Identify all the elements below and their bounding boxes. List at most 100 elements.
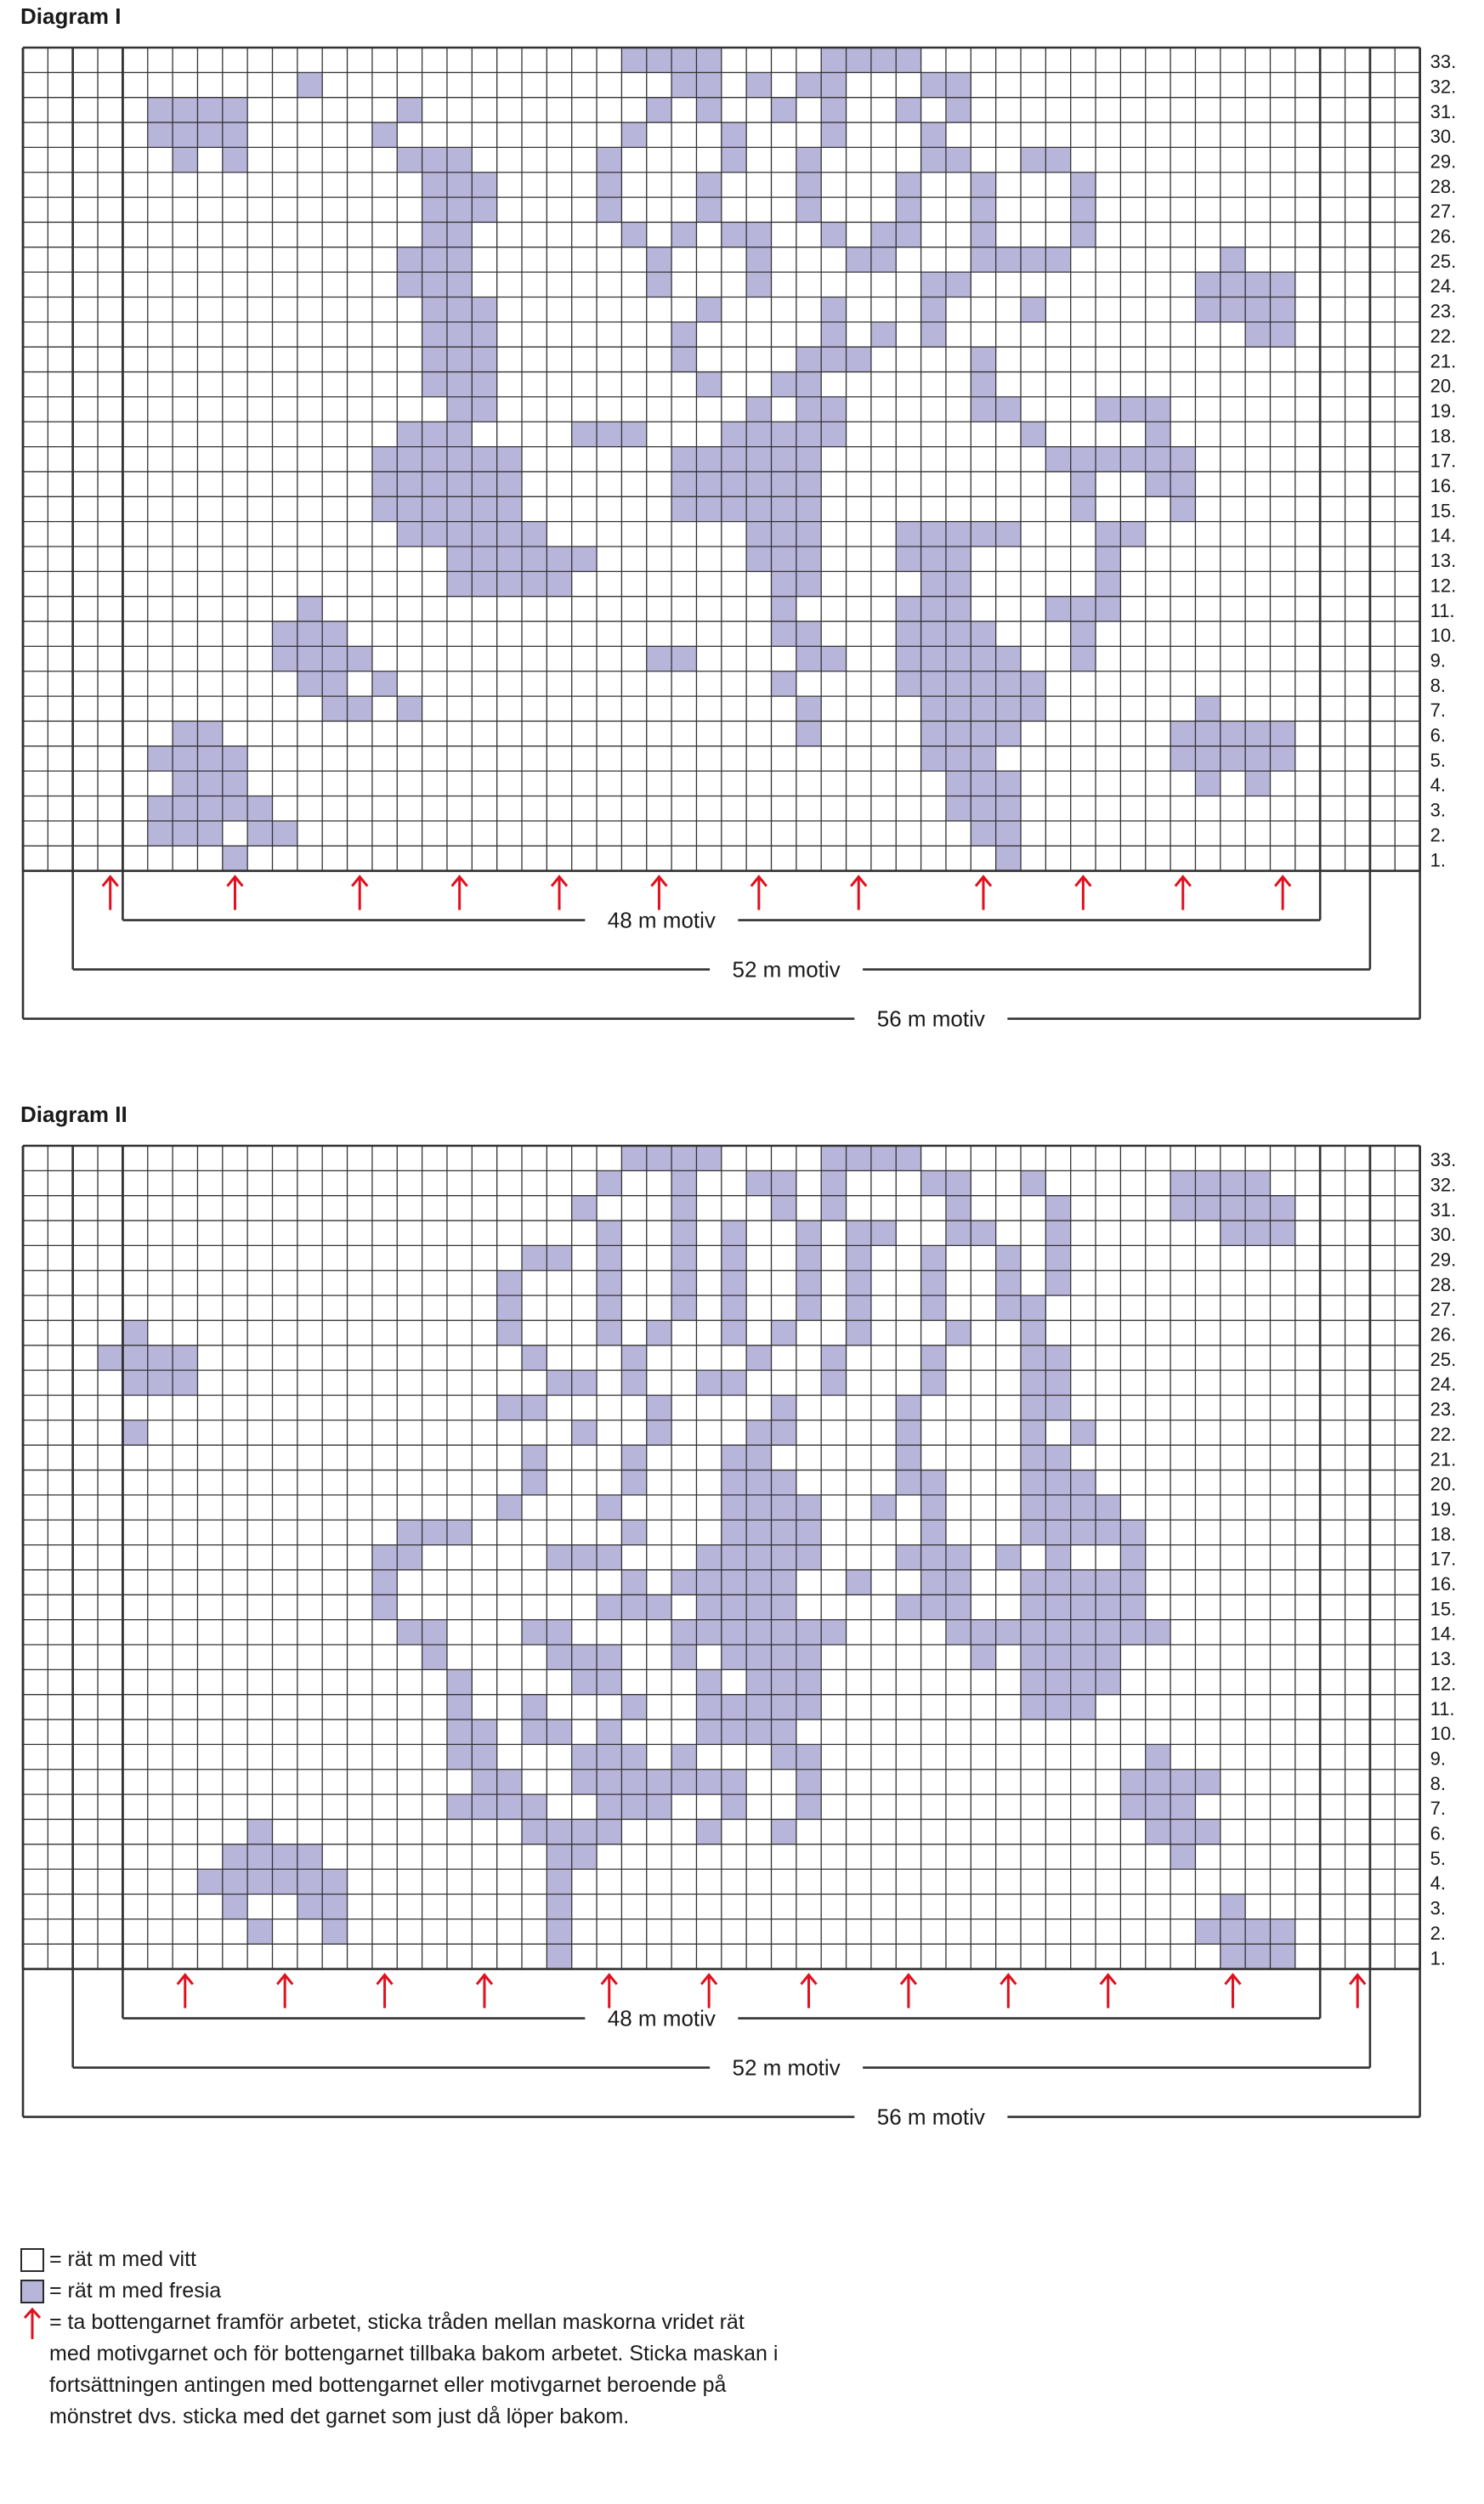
diagram-2-fresia-cell <box>522 1819 547 1844</box>
diagram-2-fresia-cell <box>1021 1370 1046 1396</box>
diagram-1-fresia-cell <box>222 122 248 148</box>
diagram-1-fresia-cell <box>1145 396 1171 422</box>
diagram-1-fresia-cell <box>995 521 1021 547</box>
diagram-1-fresia-cell <box>446 272 473 297</box>
diagram-2-red-arrow-icon <box>1099 1973 1117 2008</box>
diagram-2-fresia-cell <box>796 1645 822 1670</box>
diagram-2-fresia-cell <box>621 1794 647 1820</box>
diagram-1-fresia-cell <box>896 521 921 547</box>
diagram-1-row-number: 31. <box>1430 101 1457 122</box>
diagram-1-fresia-cell <box>920 745 946 772</box>
diagram-1-row-number: 19. <box>1430 400 1457 422</box>
diagram-2-fresia-cell <box>1096 1645 1121 1670</box>
diagram-2-bracket-3 <box>21 1146 1421 2118</box>
diagram-1-fresia-cell <box>422 371 447 397</box>
diagram-1-fresia-cell <box>197 721 223 746</box>
diagram-2-fresia-cell <box>1045 1195 1071 1221</box>
diagram-1-fresia-cell <box>920 696 946 722</box>
diagram-2-fresia-cell <box>771 1195 796 1221</box>
diagram-2-fresia-cell <box>1120 1544 1146 1570</box>
diagram-1-fresia-cell <box>397 422 422 447</box>
diagram-1-fresia-cell <box>1170 471 1196 497</box>
diagram-2-fresia-cell <box>1021 1569 1046 1595</box>
diagram-2-fresia-cell <box>971 1645 996 1670</box>
diagram-2-fresia-cell <box>1195 1918 1221 1945</box>
diagram-2-fresia-cell <box>422 1520 447 1545</box>
diagram-1-fresia-cell <box>222 771 248 796</box>
diagram-2-fresia-cell <box>322 1869 348 1895</box>
diagram-1-fresia-cell <box>746 471 772 497</box>
diagram-2-fresia-cell <box>746 1694 772 1720</box>
diagram-2-row-number: 20. <box>1430 1474 1457 1495</box>
diagram-1-chart: 33. 32. 31. 30. 29. 28. 27. 26. 25. 24. 23. 22. 21. 2… <box>21 46 1457 1032</box>
diagram-1-fresia-cell <box>971 745 996 772</box>
diagram-2-fresia-cell <box>597 1819 622 1844</box>
diagram-1-fresia-cell <box>397 246 422 273</box>
diagram-1-fresia-cell <box>945 521 971 547</box>
diagram-2-fresia-cell <box>1045 1645 1071 1670</box>
diagram-1-fresia-cell <box>496 571 522 597</box>
diagram-2-fresia-cell <box>1045 1370 1071 1396</box>
diagram-2-red-arrow-icon <box>1349 1973 1367 2008</box>
diagram-2-row-number: 6. <box>1430 1823 1446 1844</box>
diagram-2-fresia-cell <box>721 1569 747 1595</box>
diagram-1-fresia-cell <box>796 621 822 647</box>
diagram-1-fresia-cell <box>422 246 447 273</box>
diagram-2-fresia-cell <box>746 1345 772 1371</box>
diagram-1-fresia-cell <box>446 496 473 522</box>
diagram-2-fresia-cell <box>771 1170 796 1196</box>
diagram-2-fresia-cell <box>945 1619 971 1645</box>
diagram-1-fresia-cell <box>1021 696 1046 722</box>
diagram-2-fresia-cell <box>945 1595 971 1620</box>
diagram-2-fresia-cell <box>771 1645 796 1670</box>
diagram-1-row-number: 7. <box>1430 700 1446 721</box>
diagram-1-fresia-cell <box>446 347 473 372</box>
diagram-2-fresia-cell <box>371 1595 398 1620</box>
diagram-2-fresia-cell <box>796 1769 822 1795</box>
diagram-1-fresia-cell <box>971 222 996 247</box>
diagram-1-fresia-cell <box>1220 272 1246 297</box>
diagram-2-fresia-cell <box>945 1544 971 1570</box>
diagram-2-fresia-cell <box>771 1569 796 1595</box>
diagram-1-fresia-cell <box>821 422 847 447</box>
diagram-1-fresia-cell <box>896 97 921 123</box>
diagram-1-fresia-cell <box>995 771 1021 796</box>
diagram-2-row-number: 21. <box>1430 1448 1457 1470</box>
diagram-1-fresia-cell <box>1195 297 1221 322</box>
diagram-2-fresia-cell <box>920 1569 946 1595</box>
diagram-1-fresia-cell <box>173 796 198 821</box>
diagram-2-fresia-cell <box>1045 1520 1071 1545</box>
diagram-2-fresia-cell <box>721 1470 747 1495</box>
diagram-1-fresia-cell <box>522 547 547 572</box>
diagram-2-fresia-cell <box>1021 1395 1046 1420</box>
diagram-2-fresia-cell <box>920 1494 946 1521</box>
diagram-1-row-number: 14. <box>1430 525 1457 547</box>
diagram-1-fresia-cell <box>597 422 622 447</box>
diagram-2-fresia-cell <box>597 1221 622 1246</box>
diagram-1-fresia-cell <box>920 321 946 348</box>
diagram-1-fresia-cell <box>422 172 447 198</box>
diagram-1-fresia-cell <box>397 496 422 522</box>
diagram-2-fresia-cell <box>995 1270 1021 1296</box>
diagram-2-fresia-cell <box>796 1494 822 1521</box>
diagram-1-fresia-cell <box>671 222 697 247</box>
diagram-2-fresia-cell <box>1070 1619 1096 1645</box>
diagram-1-fresia-cell <box>1145 446 1171 472</box>
diagram-2-fresia-cell <box>821 1619 847 1645</box>
diagram-2-fresia-cell <box>446 1744 473 1770</box>
diagram-2-fresia-cell <box>322 1894 348 1919</box>
diagram-1-fresia-cell <box>995 846 1021 871</box>
diagram-1-fresia-cell <box>1070 222 1096 247</box>
diagram-2-fresia-cell <box>322 1918 348 1945</box>
diagram-2-fresia-cell <box>696 1669 722 1695</box>
diagram-1-fresia-cell <box>371 496 398 522</box>
diagram-2-fresia-cell <box>247 1844 273 1870</box>
diagram-2-fresia-cell <box>371 1544 398 1570</box>
diagram-1-fresia-cell <box>971 721 996 746</box>
diagram-2-fresia-cell <box>671 1221 697 1246</box>
diagram-1-fresia-cell <box>920 147 946 173</box>
diagram-2-fresia-cell <box>1170 1195 1196 1221</box>
diagram-2-fresia-cell <box>1070 1520 1096 1545</box>
diagram-1-row-number: 3. <box>1430 800 1446 821</box>
diagram-1-fresia-cell <box>971 771 996 796</box>
